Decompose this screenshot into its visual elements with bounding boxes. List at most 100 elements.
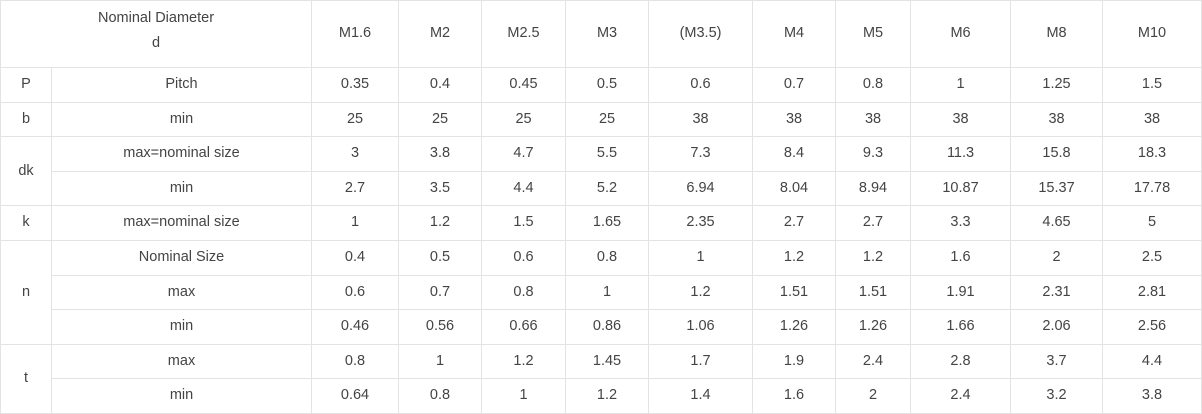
table-row: min 0.64 0.8 1 1.2 1.4 1.6 2 2.4 3.2 3.8 (1, 378, 1202, 414)
parameter-symbol: P (0, 67, 52, 103)
value-cell: 7.3 (648, 136, 754, 172)
value-cell: 5.5 (565, 136, 650, 172)
table-row: dk max=nominal size 3 3.8 4.7 5.5 7.3 8.4 9.3 11.… (0, 136, 1202, 207)
value-cell: 2.06 (1010, 309, 1104, 345)
value-cell: 15.37 (1010, 170, 1104, 207)
value-cell: 0.66 (481, 309, 567, 345)
value-cell: 0.7 (752, 67, 837, 103)
parameter-symbol: b (0, 101, 52, 138)
nominal-diameter-label: Nominal Diameter (97, 9, 215, 26)
value-cell: 1 (910, 67, 1012, 103)
header-row: Nominal Diameter d M1.6 M2 M2.5 M3 (M3.5… (0, 0, 1202, 68)
table-row: b min 25 25 25 25 38 38 38 38 38 38 (0, 101, 1202, 138)
value-cell: 1.4 (648, 378, 754, 414)
value-cell: 25 (481, 101, 567, 138)
value-cell: 11.3 (910, 136, 1012, 172)
value-cell: 2.56 (1102, 309, 1202, 345)
parameter-label: max=nominal size (50, 205, 313, 241)
value-cell: 2.4 (910, 378, 1012, 414)
value-cell: 38 (752, 101, 837, 138)
value-cell: 6.94 (648, 170, 754, 207)
parameter-symbol: n (0, 239, 52, 345)
value-cell: 2.7 (835, 205, 912, 241)
value-cell: 1.5 (1102, 67, 1202, 103)
value-cell: 1.66 (910, 309, 1012, 345)
value-cell: 15.8 (1010, 136, 1104, 172)
size-header-m4: M4 (752, 0, 837, 68)
value-cell: 2.31 (1010, 274, 1104, 311)
value-cell: 2 (1010, 239, 1104, 276)
value-cell: 38 (910, 101, 1012, 138)
parameter-label: max (50, 274, 313, 311)
nominal-diameter-symbol: d (151, 35, 161, 51)
value-cell: 3.7 (1010, 343, 1104, 380)
parameter-label: Pitch (50, 67, 313, 103)
nominal-diameter-header: Nominal Diameter d (0, 0, 313, 68)
value-cell: 0.8 (398, 378, 483, 414)
value-cell: 17.78 (1102, 170, 1202, 207)
parameter-label: max=nominal size (50, 136, 313, 172)
table-row: min 0.46 0.56 0.66 0.86 1.06 1.26 1.26 1.66 2.06 2… (1, 309, 1202, 345)
value-cell: 0.5 (398, 239, 483, 276)
parameter-label: max (50, 343, 313, 380)
value-cell: 1.51 (835, 274, 912, 311)
value-cell: 0.6 (648, 67, 754, 103)
value-cell: 1.06 (648, 309, 754, 345)
parameter-symbol: t (0, 343, 52, 414)
value-cell: 38 (648, 101, 754, 138)
value-cell: 3.3 (910, 205, 1012, 241)
value-cell: 1.2 (835, 239, 912, 276)
table-row: k max=nominal size 1 1.2 1.5 1.65 2.35 2.7 2.7 3.… (0, 205, 1202, 241)
size-header-m2: M2 (398, 0, 483, 68)
value-cell: 9.3 (835, 136, 912, 172)
value-cell: 5 (1102, 205, 1202, 241)
value-cell: 1.45 (565, 343, 650, 380)
value-cell: 0.4 (311, 239, 400, 276)
value-cell: 1.51 (752, 274, 837, 311)
value-cell: 1.6 (752, 378, 837, 414)
value-cell: 1.65 (565, 205, 650, 241)
value-cell: 8.94 (835, 170, 912, 207)
value-cell: 2.5 (1102, 239, 1202, 276)
size-header-m5: M5 (835, 0, 912, 68)
parameter-symbol: dk (0, 136, 52, 207)
size-header-m3: M3 (565, 0, 650, 68)
size-header-m6: M6 (910, 0, 1012, 68)
value-cell: 0.35 (311, 67, 400, 103)
value-cell: 3 (311, 136, 400, 172)
value-cell: 25 (311, 101, 400, 138)
value-cell: 1.26 (835, 309, 912, 345)
value-cell: 4.7 (481, 136, 567, 172)
value-cell: 1.9 (752, 343, 837, 380)
value-cell: 1.2 (481, 343, 567, 380)
value-cell: 1 (311, 205, 400, 241)
value-cell: 38 (1010, 101, 1104, 138)
value-cell: 38 (835, 101, 912, 138)
size-header-m10: M10 (1102, 0, 1202, 68)
value-cell: 2.81 (1102, 274, 1202, 311)
value-cell: 1.91 (910, 274, 1012, 311)
value-cell: 8.4 (752, 136, 837, 172)
parameter-label: min (50, 101, 313, 138)
value-cell: 0.8 (481, 274, 567, 311)
value-cell: 1 (398, 343, 483, 380)
value-cell: 4.4 (1102, 343, 1202, 380)
value-cell: 1.25 (1010, 67, 1104, 103)
parameter-symbol: k (0, 205, 52, 241)
size-header-m2-5: M2.5 (481, 0, 567, 68)
value-cell: 25 (565, 101, 650, 138)
value-cell: 0.56 (398, 309, 483, 345)
value-cell: 1.5 (481, 205, 567, 241)
value-cell: 3.5 (398, 170, 483, 207)
value-cell: 4.65 (1010, 205, 1104, 241)
value-cell: 0.45 (481, 67, 567, 103)
value-cell: 1.2 (648, 274, 754, 311)
table-row: max 0.6 0.7 0.8 1 1.2 1.51 1.51 1.91 2.31 2.81 (1, 274, 1202, 311)
value-cell: 18.3 (1102, 136, 1202, 172)
value-cell: 3.8 (1102, 378, 1202, 414)
value-cell: 1.2 (398, 205, 483, 241)
value-cell: 1.2 (752, 239, 837, 276)
size-header-m3-5: (M3.5) (648, 0, 754, 68)
parameter-label: min (50, 170, 313, 207)
